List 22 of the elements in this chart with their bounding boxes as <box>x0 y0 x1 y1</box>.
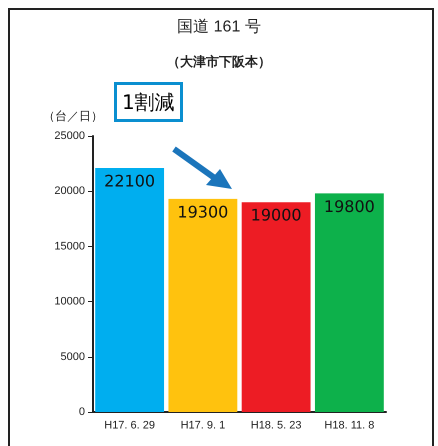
data-label: 19800 <box>324 196 375 216</box>
data-label: 19300 <box>177 202 228 222</box>
bar <box>314 193 384 412</box>
x-tick-label: H17. 6. 29 <box>104 420 156 432</box>
y-tick-label: 25000 <box>54 130 85 142</box>
data-label: 22100 <box>104 172 156 191</box>
y-tick-label: 0 <box>78 406 85 418</box>
y-axis-title: （台／日） <box>43 109 103 123</box>
bar <box>168 198 238 412</box>
chart-title: 国道 161 号 <box>177 18 261 36</box>
bar <box>242 202 311 412</box>
bar <box>95 168 164 412</box>
y-tick-label: 10000 <box>54 296 85 308</box>
data-label: 19000 <box>250 206 302 225</box>
y-tick-label: 5000 <box>60 350 85 363</box>
chart-subtitle: （大津市下阪本） <box>167 54 271 69</box>
x-tick-label: H17. 9. 1 <box>180 420 226 432</box>
x-tick-label: H18. 11. 8 <box>324 420 374 432</box>
text: 1割減 <box>114 82 183 122</box>
y-tick-label: 20000 <box>54 185 85 198</box>
x-tick-label: H18. 5. 23 <box>250 420 302 432</box>
y-tick-label: 15000 <box>54 240 85 252</box>
